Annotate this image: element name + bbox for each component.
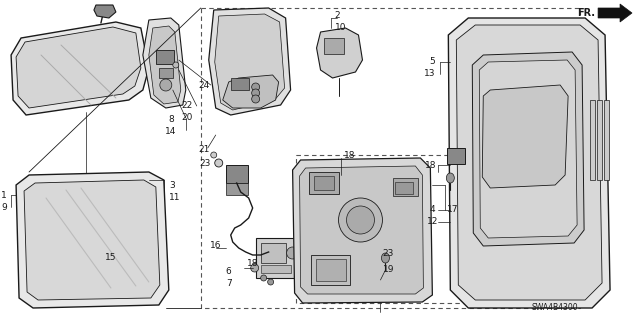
Bar bbox=[314, 176, 333, 190]
Polygon shape bbox=[449, 18, 610, 308]
Polygon shape bbox=[209, 8, 291, 115]
Text: 18: 18 bbox=[247, 258, 259, 268]
Text: FR.: FR. bbox=[577, 8, 595, 18]
Text: 18: 18 bbox=[424, 160, 436, 169]
Bar bbox=[260, 265, 291, 273]
Ellipse shape bbox=[268, 279, 274, 285]
Text: 1: 1 bbox=[1, 190, 7, 199]
Polygon shape bbox=[149, 26, 180, 104]
Ellipse shape bbox=[173, 62, 179, 68]
Polygon shape bbox=[215, 14, 285, 110]
Bar bbox=[159, 68, 173, 78]
Bar bbox=[156, 50, 174, 64]
Ellipse shape bbox=[252, 95, 260, 103]
Polygon shape bbox=[456, 25, 602, 300]
Text: 20: 20 bbox=[181, 114, 193, 122]
Text: 2: 2 bbox=[335, 11, 340, 20]
Text: 15: 15 bbox=[105, 253, 116, 262]
Polygon shape bbox=[300, 166, 424, 294]
Text: 12: 12 bbox=[427, 218, 438, 226]
Polygon shape bbox=[479, 60, 577, 238]
Text: 9: 9 bbox=[1, 203, 7, 211]
Text: 23: 23 bbox=[199, 159, 211, 167]
Polygon shape bbox=[94, 5, 116, 18]
Bar bbox=[316, 259, 346, 281]
Bar bbox=[230, 78, 249, 90]
Ellipse shape bbox=[339, 198, 383, 242]
Bar bbox=[310, 255, 351, 285]
Ellipse shape bbox=[215, 159, 223, 167]
Bar bbox=[396, 182, 413, 194]
Polygon shape bbox=[472, 52, 584, 246]
Ellipse shape bbox=[287, 247, 299, 259]
Bar bbox=[226, 183, 248, 195]
Polygon shape bbox=[223, 75, 278, 108]
Bar bbox=[260, 243, 285, 263]
Text: 22: 22 bbox=[181, 101, 193, 110]
Ellipse shape bbox=[346, 206, 374, 234]
Polygon shape bbox=[143, 18, 186, 108]
Polygon shape bbox=[16, 172, 169, 308]
Polygon shape bbox=[11, 22, 149, 115]
Bar bbox=[201, 8, 580, 308]
Polygon shape bbox=[292, 158, 433, 303]
Ellipse shape bbox=[381, 253, 389, 263]
Bar bbox=[324, 38, 344, 54]
Ellipse shape bbox=[252, 89, 260, 97]
Polygon shape bbox=[317, 28, 362, 78]
Ellipse shape bbox=[260, 275, 267, 281]
Text: 4: 4 bbox=[429, 205, 435, 214]
Bar bbox=[308, 172, 339, 194]
Text: 5: 5 bbox=[429, 57, 435, 66]
Text: 14: 14 bbox=[165, 127, 177, 136]
Text: 13: 13 bbox=[424, 70, 435, 78]
Bar bbox=[590, 100, 595, 180]
Ellipse shape bbox=[211, 152, 217, 158]
Text: SWA4B4300: SWA4B4300 bbox=[532, 303, 579, 313]
Text: 8: 8 bbox=[168, 115, 173, 123]
Bar bbox=[597, 100, 602, 180]
Text: 16: 16 bbox=[210, 241, 221, 249]
Ellipse shape bbox=[160, 79, 172, 91]
Text: 10: 10 bbox=[335, 24, 346, 33]
Text: 18: 18 bbox=[344, 151, 355, 160]
Text: 7: 7 bbox=[226, 279, 232, 288]
Text: 6: 6 bbox=[226, 268, 232, 277]
Bar bbox=[394, 178, 419, 196]
Polygon shape bbox=[24, 180, 160, 300]
Ellipse shape bbox=[446, 173, 454, 183]
Text: 21: 21 bbox=[198, 145, 209, 154]
Text: 23: 23 bbox=[383, 249, 394, 257]
Text: 19: 19 bbox=[383, 265, 394, 275]
Ellipse shape bbox=[251, 264, 259, 272]
Bar bbox=[226, 165, 248, 183]
Text: 17: 17 bbox=[447, 205, 458, 214]
Text: 11: 11 bbox=[169, 192, 180, 202]
Ellipse shape bbox=[252, 83, 260, 91]
Bar bbox=[604, 100, 609, 180]
Bar bbox=[255, 238, 303, 278]
Polygon shape bbox=[16, 27, 141, 108]
Polygon shape bbox=[598, 4, 632, 22]
Bar bbox=[447, 148, 465, 164]
Polygon shape bbox=[483, 85, 568, 188]
Text: 3: 3 bbox=[169, 181, 175, 189]
Text: 24: 24 bbox=[198, 80, 209, 90]
Bar bbox=[296, 155, 467, 303]
